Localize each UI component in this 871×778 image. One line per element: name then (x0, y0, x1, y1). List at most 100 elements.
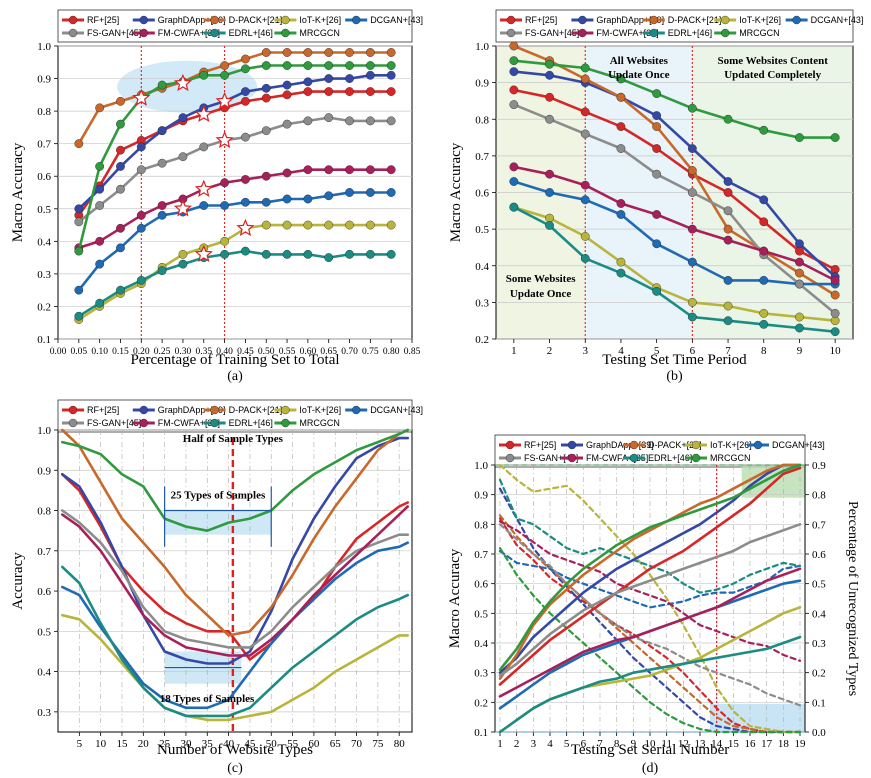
x-tick-label-1-1: 2 (547, 345, 553, 357)
data-point-0-2-8 (241, 54, 250, 64)
data-point-1-8-0 (509, 56, 519, 66)
data-point-0-6-2 (116, 223, 125, 233)
series-line-2-2 (60, 428, 410, 637)
y-tick-label-2-1: 0.4 (37, 667, 51, 679)
data-point-0-2-9 (261, 48, 271, 57)
y-tick-label-1-1: 0.3 (475, 297, 489, 309)
data-point-0-2-14 (365, 48, 375, 57)
data-point-0-8-6 (199, 70, 209, 80)
x-tick-label-0-6: 0.30 (175, 347, 192, 357)
data-point-0-6-13 (345, 165, 354, 175)
data-point-1-1-5 (687, 144, 697, 153)
data-point-0-0-2 (116, 145, 125, 155)
y-tick-label-2-3: 0.6 (37, 586, 51, 598)
data-point-0-7-4 (157, 266, 167, 276)
data-point-1-5-5 (687, 188, 697, 197)
panel-b: RF+[25] GraphDApp+[39] D-PACK+[21] IoT-K+[2… (448, 9, 864, 384)
data-point-0-1-5 (178, 113, 188, 123)
x-tick-label-0-7: 0.35 (195, 347, 212, 357)
data-point-1-3-2 (580, 232, 590, 241)
data-point-0-0-9 (261, 93, 271, 103)
panel-c: RF+[25] GraphDApp+[39] D-PACK+[21] IoT-K+[2… (10, 399, 423, 776)
x-axis-label-0: Percentage of Training Set to Total (130, 352, 339, 368)
legend-label-3-1: GraphDApp+[39] (586, 440, 654, 450)
star-marker-4 (215, 130, 234, 149)
x-tick-label-1-3: 4 (618, 345, 624, 357)
data-point-0-6-8 (241, 175, 250, 184)
data-point-0-7-7 (220, 249, 229, 259)
legend-label-2-5: FS-GAN+[45] (87, 418, 141, 428)
data-point-1-1-0 (509, 67, 519, 77)
series-line-2-1 (60, 436, 410, 665)
x-tick-label-3-18: 19 (795, 738, 807, 750)
data-point-0-5-2 (116, 184, 125, 194)
x-tick-label-0-11: 0.55 (279, 347, 296, 357)
data-point-1-5-4 (652, 169, 662, 179)
data-point-1-6-4 (652, 210, 662, 219)
legend-label-3-7: EDRL+[46] (648, 453, 692, 463)
x-tick-label-2-15: 80 (394, 738, 406, 750)
x-tick-label-0-12: 0.60 (300, 347, 317, 357)
x-tick-label-0-3: 0.15 (112, 347, 129, 357)
x-tick-label-2-12: 65 (330, 738, 342, 750)
series-line-1-4 (512, 180, 837, 286)
data-point-0-7-9 (261, 249, 271, 259)
series-line-1-8 (512, 59, 837, 139)
data-point-0-2-13 (345, 48, 354, 57)
legend-label-0-7: EDRL+[46] (229, 28, 273, 38)
x-tick-label-3-6: 7 (597, 738, 603, 750)
annotation-b-5: Update Once (510, 288, 572, 300)
star-marker-8 (194, 244, 213, 263)
y-right-tick-label-5: 0.5 (812, 579, 826, 591)
data-point-0-6-14 (365, 165, 375, 175)
x-tick-label-0-17: 0.85 (404, 347, 421, 357)
data-point-1-7-9 (830, 327, 840, 337)
y-right-tick-label-7: 0.7 (812, 519, 826, 531)
y-right-tick-label-9: 0.9 (812, 460, 826, 472)
legend-label-1-4: DCGAN+[43] (811, 15, 864, 25)
legend-marker-3-5 (505, 453, 515, 463)
data-point-1-1-8 (795, 239, 804, 249)
data-point-1-7-1 (545, 221, 554, 230)
highlight-band-25 (164, 510, 272, 535)
x-tick-label-2-8: 45 (244, 738, 256, 750)
star-marker-2 (194, 104, 213, 123)
data-point-1-4-0 (509, 177, 519, 186)
series-line-1-1 (512, 70, 837, 279)
legend-marker-0-7 (210, 28, 219, 38)
x-tick-label-3-9: 10 (645, 738, 657, 750)
y-tick-label-1-3: 0.5 (475, 224, 489, 236)
data-point-0-7-8 (241, 246, 250, 256)
data-point-0-7-13 (345, 249, 354, 259)
data-point-0-8-11 (303, 61, 313, 70)
data-point-1-8-9 (830, 133, 840, 142)
annotation-c-0: Half of Sample Types (183, 433, 284, 445)
x-tick-label-0-15: 0.75 (362, 347, 379, 357)
data-point-1-1-6 (723, 177, 733, 186)
y-right-tick-label-1: 0.1 (812, 697, 826, 709)
data-point-1-2-4 (652, 122, 662, 131)
legend-marker-0-4 (352, 15, 361, 25)
data-point-1-3-7 (759, 308, 769, 318)
x-axis-label-2: Number of Website Types (157, 742, 313, 758)
series-right-line-3-4 (498, 549, 802, 609)
legend-label-1-2: D-PACK+[21] (668, 15, 722, 25)
y-tick-label-3-3: 0.4 (474, 638, 488, 650)
data-point-0-2-10 (282, 48, 292, 57)
annotation-b-2: Some Websites Content (717, 55, 828, 67)
x-tick-label-0-9: 0.45 (237, 347, 254, 357)
data-point-1-4-2 (580, 195, 590, 205)
legend-marker-3-4 (753, 440, 763, 450)
data-point-0-1-13 (345, 74, 354, 83)
x-tick-label-0-14: 0.70 (341, 347, 358, 357)
data-point-1-8-8 (795, 133, 804, 142)
legend-label-0-4: DCGAN+[43] (370, 15, 423, 25)
data-point-0-7-12 (324, 253, 334, 263)
legend-label-2-1: GraphDApp+[39] (158, 405, 226, 415)
data-point-0-1-8 (241, 87, 250, 96)
data-point-1-3-5 (687, 297, 697, 307)
data-point-0-8-10 (282, 61, 292, 70)
y-right-tick-label-3: 0.3 (812, 638, 826, 650)
data-point-0-2-12 (324, 48, 334, 57)
data-point-0-8-15 (386, 61, 396, 70)
